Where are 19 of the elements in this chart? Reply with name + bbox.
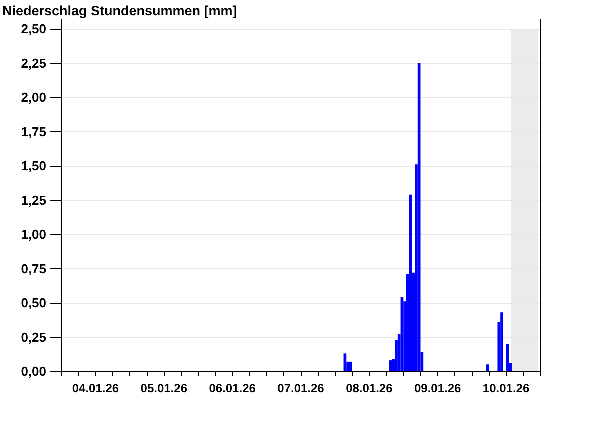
- y-tick-label: 0,00: [21, 364, 47, 379]
- chart-title: Niederschlag Stundensummen [mm]: [2, 4, 238, 18]
- y-tick-label: 2,00: [21, 90, 47, 106]
- y-tick-label: 2,50: [21, 22, 47, 37]
- x-tick-label: 07.01.26: [278, 382, 325, 396]
- x-tick-label: 04.01.26: [72, 382, 120, 396]
- x-tick-label: 10.01.26: [482, 382, 530, 396]
- y-tick-label: 2,25: [21, 56, 47, 71]
- x-tick-label: 08.01.26: [346, 382, 394, 396]
- y-tick-label: 1,00: [21, 227, 47, 242]
- y-tick-label: 1,75: [21, 124, 47, 140]
- y-tick-label: 1,50: [21, 158, 47, 174]
- x-tick-label: 09.01.26: [414, 382, 462, 396]
- y-tick-label: 0,25: [21, 330, 47, 345]
- y-tick-label: 0,50: [21, 296, 47, 311]
- x-tick-label: 05.01.26: [140, 382, 188, 396]
- x-tick-label: 06.01.26: [209, 382, 256, 396]
- y-tick-label: 0,75: [21, 261, 47, 276]
- y-tick-label: 1,25: [21, 192, 47, 208]
